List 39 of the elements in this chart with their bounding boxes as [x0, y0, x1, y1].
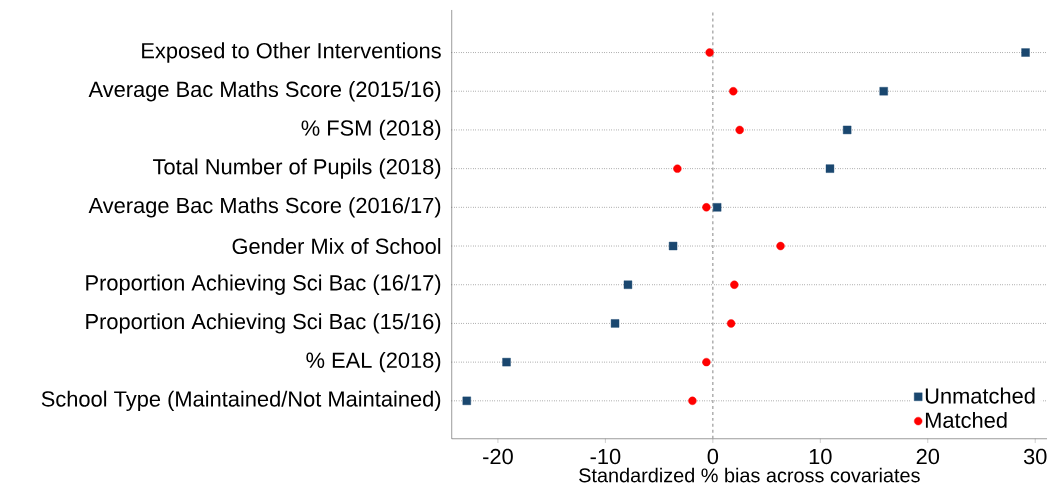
x-tick-label: 20: [916, 449, 940, 465]
point: [702, 358, 711, 367]
point: [623, 280, 633, 290]
x-tick-label: 0: [707, 449, 719, 465]
y-tick-label: Total Number of Pupils (2018): [153, 158, 441, 179]
point: [668, 242, 678, 251]
y-tick-label: Proportion Achieving Sci Bac (15/16): [86, 313, 441, 334]
point: [729, 87, 738, 96]
point: [462, 396, 471, 406]
point: [879, 87, 888, 96]
point: [705, 48, 714, 57]
point: [776, 242, 785, 251]
x-tick-label: 10: [809, 449, 832, 465]
y-tick-label: Gender Mix of School: [232, 238, 441, 255]
y-tick-label: % EAL (2018): [306, 352, 441, 373]
legend-label: Matched: [925, 412, 1007, 429]
x-tick-label: -20: [483, 449, 513, 465]
point: [730, 280, 739, 290]
y-tick-label: Exposed to Other Interventions: [142, 42, 441, 63]
point: [688, 396, 697, 406]
point: [673, 164, 682, 173]
point: [1021, 48, 1030, 57]
y-tick-label: % FSM (2018): [301, 119, 441, 141]
point: [712, 203, 722, 212]
point: [502, 358, 511, 367]
y-tick-label: Average Bac Maths Score (2015/16): [88, 81, 441, 102]
x-tick-label: -10: [590, 449, 621, 465]
point: [842, 125, 852, 135]
point: [610, 319, 620, 328]
y-tick-label: School Type (Maintained/Not Maintained): [41, 390, 441, 412]
y-tick-label: Proportion Achieving Sci Bac (16/17): [86, 274, 441, 296]
point: [702, 203, 711, 212]
point: [726, 319, 736, 328]
point: [735, 125, 744, 135]
x-tick-label: 30: [1023, 449, 1047, 465]
legend-label: Unmatched: [925, 387, 1035, 404]
point: [825, 164, 835, 173]
x-axis-title: Standardized % bias across covariates: [579, 467, 920, 483]
y-tick-label: Average Bac Maths Score (2016/17): [88, 197, 441, 218]
